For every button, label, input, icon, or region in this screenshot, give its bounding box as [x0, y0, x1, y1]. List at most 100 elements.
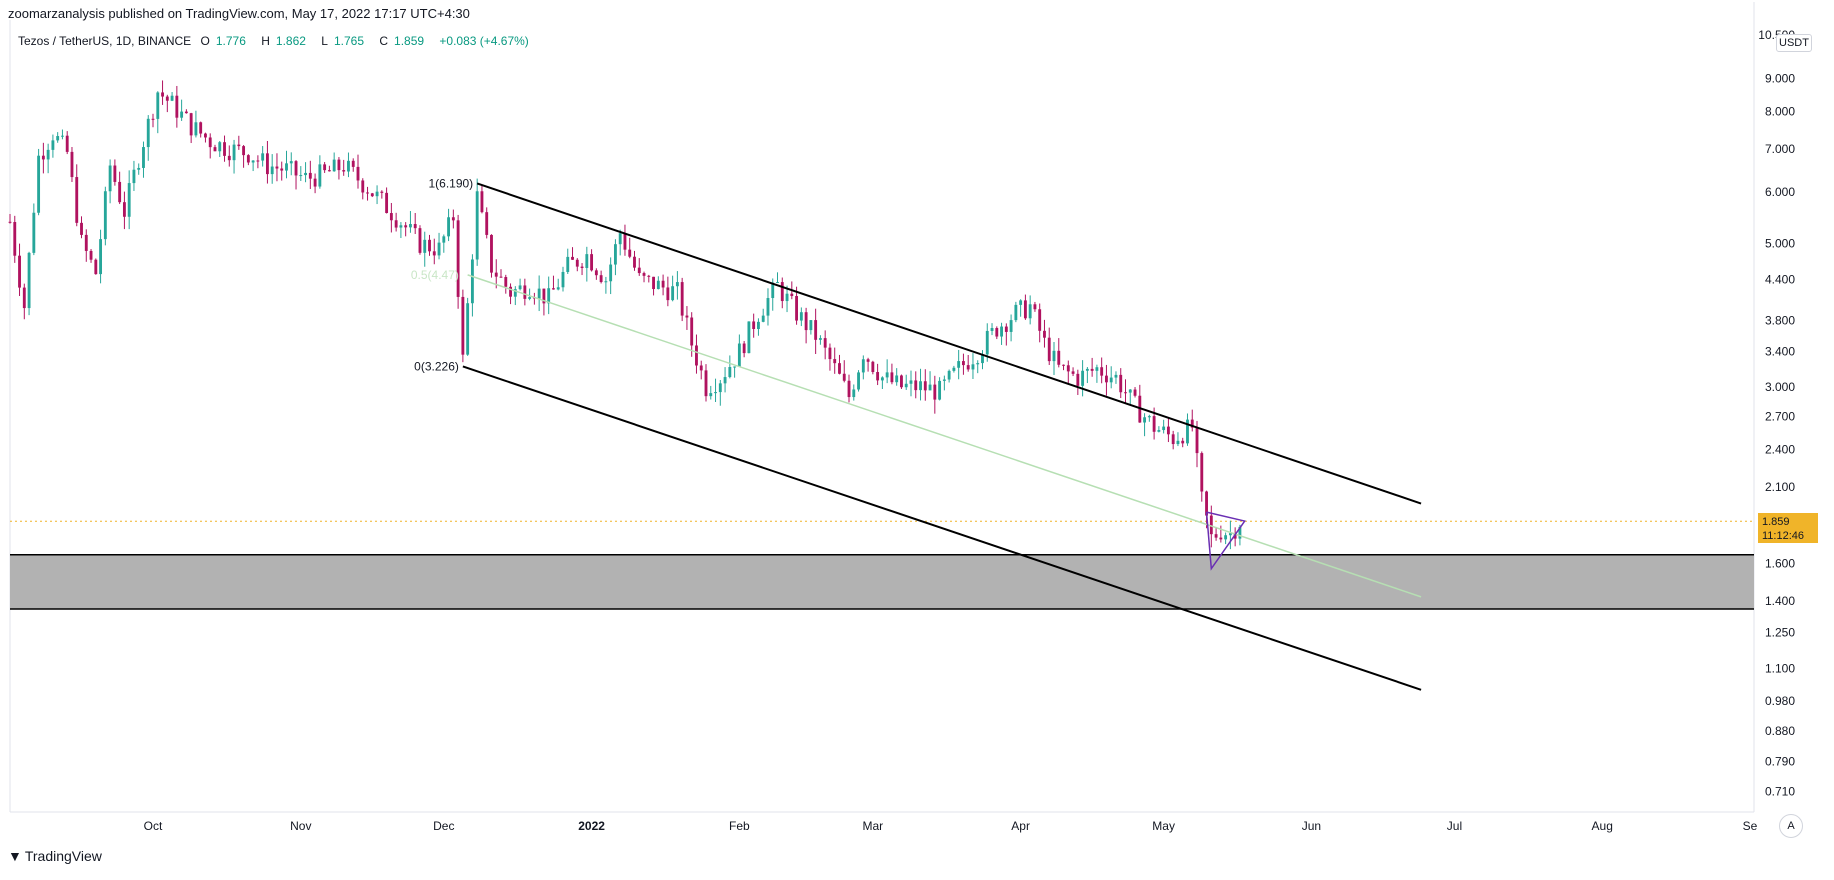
brand-name: TradingView — [24, 848, 102, 864]
candle-body — [518, 285, 522, 290]
price-tick-label: 3.400 — [1765, 345, 1795, 359]
candle-body — [32, 212, 36, 253]
candle-body — [695, 345, 698, 366]
candle-body — [757, 321, 760, 330]
candle-body — [208, 137, 212, 148]
candle-body — [280, 168, 284, 171]
candle-body — [599, 275, 603, 283]
price-tick-label: 0.790 — [1765, 755, 1795, 769]
candle-body — [852, 389, 856, 398]
price-tick-label: 2.400 — [1765, 442, 1795, 456]
candle-body — [842, 373, 846, 381]
candle-body — [161, 92, 164, 97]
candle-body — [1162, 426, 1166, 431]
candle-body — [642, 273, 646, 276]
price-tick-label: 1.400 — [1765, 594, 1795, 608]
candle-body — [575, 259, 579, 267]
candle-body — [389, 213, 393, 221]
candle-body — [652, 276, 655, 290]
candle-body — [947, 370, 951, 380]
fib-annotation: 0.5(4.47) — [411, 268, 459, 282]
candle-body — [356, 166, 360, 181]
candle-body — [127, 183, 131, 217]
candle-body — [1043, 330, 1046, 338]
candle-body — [1095, 367, 1099, 371]
candle-body — [1143, 417, 1147, 423]
candle-body — [828, 347, 832, 360]
candle-body — [41, 155, 45, 160]
candle-body — [1004, 326, 1008, 332]
candle-body — [485, 212, 489, 235]
candle-body — [785, 293, 789, 302]
candle-body — [18, 255, 21, 288]
candle-body — [704, 370, 708, 397]
candle-body — [914, 380, 918, 391]
candle-body — [1133, 389, 1137, 396]
candle-body — [113, 165, 117, 182]
candle-body — [1171, 434, 1175, 445]
price-tick-label: 0.880 — [1765, 724, 1795, 738]
candle-body — [971, 364, 975, 370]
candle-body — [895, 375, 899, 383]
time-tick-label: Jul — [1447, 819, 1462, 833]
candle-body — [70, 151, 74, 178]
candle-body — [89, 250, 93, 260]
open-label: O — [200, 34, 210, 48]
candle-body — [265, 153, 269, 175]
candle-body — [981, 354, 984, 364]
candle-body — [761, 315, 765, 322]
candle-body — [861, 359, 865, 373]
candle-body — [108, 165, 112, 192]
candle-body — [423, 239, 427, 253]
time-tick-label: Mar — [863, 819, 884, 833]
candle-body — [294, 161, 298, 176]
candle-body — [13, 222, 17, 256]
candle-body — [809, 320, 813, 331]
price-tick-label: 3.800 — [1765, 313, 1795, 327]
candle-body — [308, 172, 312, 179]
candle-body — [723, 377, 727, 384]
candle-body — [332, 159, 336, 172]
candle-body — [799, 312, 803, 321]
candle-body — [132, 169, 136, 184]
candle-body — [985, 330, 989, 355]
candle-body — [184, 111, 188, 114]
candle-body — [1100, 367, 1104, 376]
candle-body — [737, 343, 741, 367]
candle-body — [961, 361, 965, 366]
ohlc-open: O 1.776 — [201, 34, 252, 48]
candle-body — [795, 295, 799, 321]
candle-body — [1023, 300, 1027, 319]
candle-body — [142, 147, 145, 168]
tradingview-footer[interactable]: ▼ TradingView — [8, 848, 102, 864]
last-price-tag: 1.859 11:12:46 — [1758, 513, 1818, 543]
candle-body — [685, 315, 689, 318]
currency-badge[interactable]: USDT — [1776, 34, 1812, 52]
candle-body — [218, 142, 222, 152]
candle-body — [175, 95, 179, 118]
candle-body — [304, 172, 307, 176]
price-tick-label: 3.000 — [1765, 380, 1795, 394]
candle-body — [246, 155, 250, 163]
candle-body — [637, 267, 641, 274]
candle-body — [547, 288, 551, 304]
symbol-legend: Tezos / TetherUS, 1D, BINANCE O 1.776 H 1.… — [18, 34, 535, 48]
ohlc-close: C 1.859 — [379, 34, 430, 48]
ohlc-high: H 1.862 — [261, 34, 312, 48]
candle-body — [728, 366, 732, 378]
candle-body — [847, 380, 851, 398]
bar-countdown: 11:12:46 — [1762, 530, 1805, 542]
candle-body — [804, 312, 808, 331]
candle-body — [232, 144, 236, 161]
price-tick-label: 9.000 — [1765, 71, 1795, 85]
candle-body — [571, 256, 574, 260]
candle-body — [537, 288, 541, 299]
auto-scale-button[interactable]: A — [1779, 814, 1803, 838]
time-tick-label: Apr — [1011, 819, 1030, 833]
triangle-pattern — [1205, 511, 1246, 571]
candle-body — [542, 288, 546, 304]
candle-body — [814, 320, 818, 340]
close-value: 1.859 — [394, 34, 425, 48]
